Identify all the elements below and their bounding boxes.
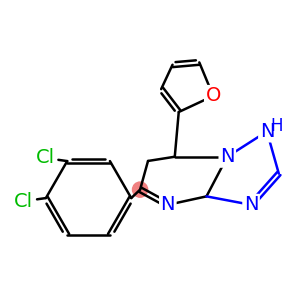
Text: N: N [244,195,258,214]
Text: H: H [271,117,283,135]
Circle shape [160,197,176,212]
Text: N: N [160,195,175,214]
Text: Cl: Cl [14,192,33,211]
Text: N: N [260,122,274,141]
Circle shape [133,182,148,197]
Text: N: N [220,147,235,166]
Text: Cl: Cl [35,148,55,167]
Text: O: O [206,86,221,106]
